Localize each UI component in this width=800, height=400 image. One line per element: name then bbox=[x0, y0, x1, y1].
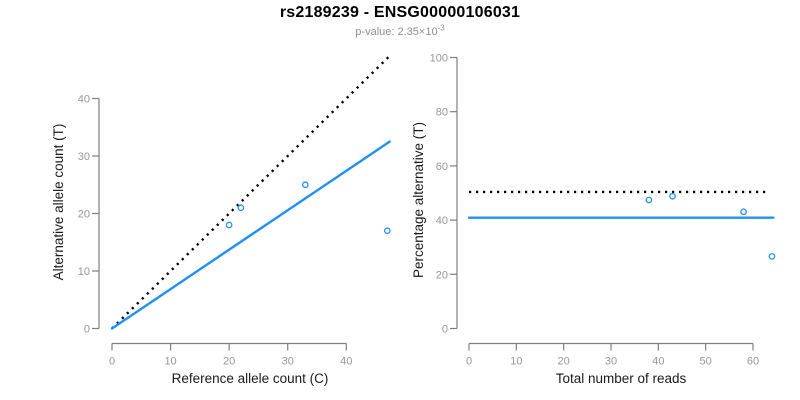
right-scatter-plot: 0 20 40 60 80 100 0 10 20 30 40 50 60 Total number of… bbox=[411, 53, 776, 386]
y-tick-label: 20 bbox=[436, 269, 448, 281]
left-scatter-plot: 0 10 20 30 40 0 10 20 30 40 Reference allele count… bbox=[51, 56, 391, 386]
p-value-exponent: -3 bbox=[437, 23, 445, 33]
y-tick-label: 80 bbox=[436, 107, 448, 119]
data-point bbox=[740, 208, 747, 216]
y-tick-label: 40 bbox=[436, 215, 448, 227]
x-axis-title: Reference allele count (C) bbox=[172, 371, 329, 386]
x-tick-label: 50 bbox=[700, 356, 712, 368]
y-tick-label: 30 bbox=[78, 151, 90, 163]
p-value-text: p-value: 2.35×10 bbox=[355, 26, 438, 38]
identity-line bbox=[111, 56, 390, 330]
y-tick-label: 100 bbox=[430, 53, 448, 65]
y-tick-label: 60 bbox=[436, 161, 448, 173]
y-tick-label: 0 bbox=[442, 324, 448, 336]
x-tick-label: 20 bbox=[558, 356, 570, 368]
y-axis-title: Percentage alternative (T) bbox=[411, 122, 426, 278]
y-tick-label: 0 bbox=[84, 324, 90, 336]
x-tick-label: 60 bbox=[747, 356, 759, 368]
y-axis-title: Alternative allele count (T) bbox=[51, 124, 66, 281]
fit-line bbox=[110, 140, 391, 330]
x-tick-label: 10 bbox=[164, 356, 176, 368]
data-point bbox=[301, 181, 309, 189]
x-tick-label: 10 bbox=[510, 356, 522, 368]
x-tick-label: 30 bbox=[605, 356, 617, 368]
data-point bbox=[768, 253, 776, 260]
data-point bbox=[225, 221, 233, 229]
y-tick-label: 20 bbox=[78, 209, 90, 221]
data-point bbox=[383, 227, 391, 235]
data-point bbox=[237, 204, 245, 212]
x-tick-label: 40 bbox=[652, 356, 664, 368]
page-title: rs2189239 - ENSG00000106031 bbox=[279, 4, 521, 21]
y-tick-label: 40 bbox=[78, 94, 90, 106]
y-tick-label: 10 bbox=[78, 266, 90, 278]
x-tick-label: 40 bbox=[340, 356, 352, 368]
x-tick-label: 0 bbox=[109, 356, 115, 368]
x-tick-label: 20 bbox=[223, 356, 235, 368]
x-tick-label: 30 bbox=[282, 356, 294, 368]
data-point bbox=[669, 192, 676, 200]
x-tick-label: 0 bbox=[466, 356, 472, 368]
p-value-subtitle: p-value: 2.35×10-3 bbox=[0, 23, 800, 38]
x-axis-title: Total number of reads bbox=[556, 371, 687, 386]
data-point bbox=[645, 196, 653, 204]
